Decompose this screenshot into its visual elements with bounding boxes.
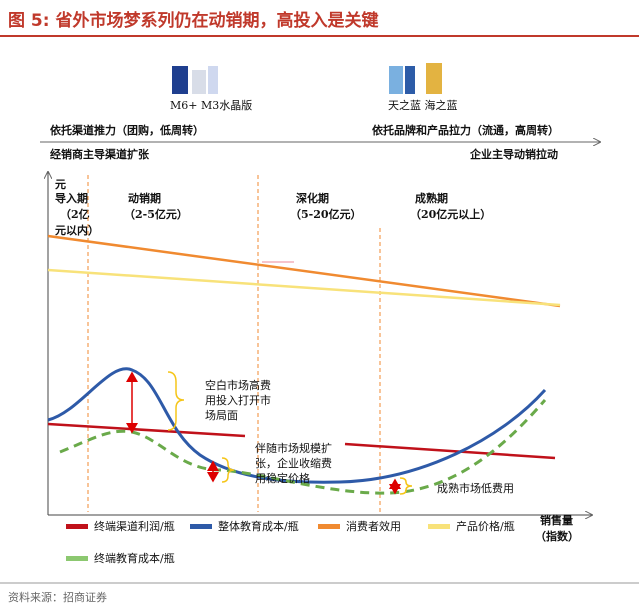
price-line — [47, 268, 561, 307]
annotation: 空白市场高费 — [205, 378, 271, 392]
profit-line — [344, 442, 556, 460]
utility-line — [47, 234, 561, 308]
phase-range: （2-5亿元） — [124, 207, 188, 221]
product-label: 天之蓝 海之蓝 — [388, 98, 458, 112]
annotation: 用投入打开市 — [205, 393, 271, 407]
phase: 导入期 — [55, 191, 88, 205]
bottles — [172, 63, 442, 94]
y-label: 元 — [55, 178, 66, 191]
annotation: 用稳定价格 — [255, 471, 310, 485]
phase: 成熟期 — [415, 191, 448, 205]
x-label: 销售量 — [540, 513, 573, 527]
title: 图 5: 省外市场梦系列仍在动销期，高投入是关键 — [8, 10, 378, 31]
terminal-cost-curve — [59, 399, 547, 495]
gap-arrows — [126, 371, 401, 495]
phase-range: （5-20亿元） — [290, 207, 362, 221]
x-label: （指数） — [535, 529, 579, 543]
annotation: 张，企业收缩费 — [255, 456, 332, 470]
legend: 终端渠道利润/瓶 整体教育成本/瓶 消费者效用 产品价格/瓶 终端教育成本/瓶 — [66, 519, 515, 565]
legend-label: 整体教育成本/瓶 — [218, 519, 299, 533]
product-label: M6+ M3水晶版 — [170, 98, 252, 112]
annotation: 场局面 — [205, 408, 238, 422]
phase-range: 元以内） — [55, 223, 99, 237]
phase-range: （20亿元以上） — [410, 207, 491, 221]
driver-sub: 企业主导动销拉动 — [469, 147, 558, 161]
phase: 深化期 — [296, 191, 329, 205]
profit-line — [47, 422, 246, 438]
driver: 依托品牌和产品拉力（流通，高周转） — [372, 123, 559, 137]
education-cost-curve — [47, 367, 547, 484]
phase-dividers — [87, 175, 381, 512]
driver: 依托渠道推力（团购，低周转） — [50, 123, 204, 137]
phase: 动销期 — [128, 191, 161, 205]
phase-range: （2亿 — [60, 207, 90, 221]
legend-label: 终端教育成本/瓶 — [94, 551, 175, 565]
driver-sub: 经销商主导渠道扩张 — [50, 147, 150, 161]
annotation: 伴随市场规模扩 — [255, 441, 332, 455]
annotation: 成熟市场低费用 — [437, 481, 514, 495]
legend-label: 终端渠道利润/瓶 — [94, 519, 175, 533]
source: 资料来源：招商证券 — [8, 590, 107, 604]
legend-label: 产品价格/瓶 — [456, 519, 515, 533]
legend-label: 消费者效用 — [346, 519, 401, 533]
braces — [167, 371, 413, 495]
